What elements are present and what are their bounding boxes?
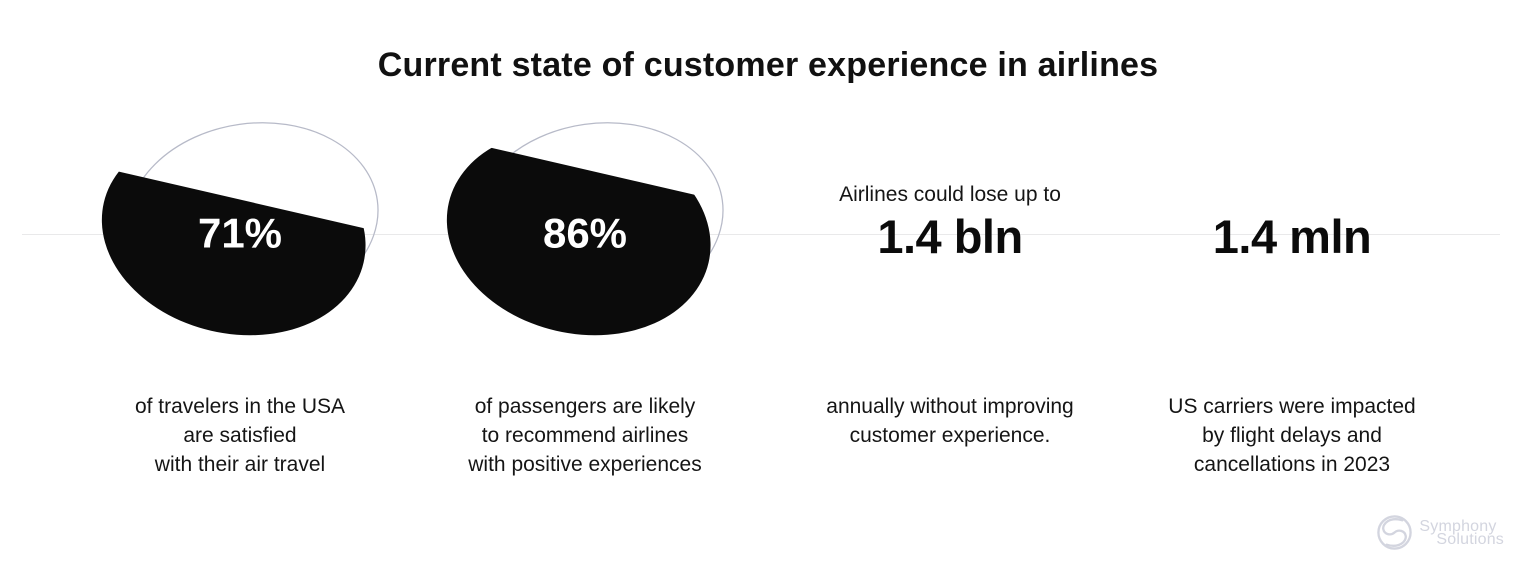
caption-line: annually without improving <box>826 395 1074 418</box>
page-title: Current state of customer experience in … <box>377 46 1159 84</box>
stat-value-mln: 1.4 mln <box>1212 210 1372 263</box>
caption-line: cancellations in 2023 <box>1193 453 1391 476</box>
gauge-71-value: 71% <box>198 209 282 256</box>
stat-caption-delays: US carriers were impacted by flight dela… <box>1127 392 1457 479</box>
company-logo: Symphony Solutions <box>1375 513 1504 552</box>
caption-line: are satisfied <box>183 424 297 447</box>
stat-column-recommend: 86% of passengers are likely to recommen… <box>420 0 750 576</box>
gauge-86-chart: 86% <box>446 122 724 336</box>
stat-intro-text: Airlines could lose up to <box>839 183 1061 206</box>
caption-line: US carriers were impacted <box>1168 395 1416 418</box>
caption-line: to recommend airlines <box>481 424 689 447</box>
stat-column-delays: 1.4 mln US carriers were impacted by fli… <box>1127 0 1457 576</box>
stat-caption-satisfied: of travelers in the USA are satisfied wi… <box>75 392 405 479</box>
caption-line: with their air travel <box>154 453 326 476</box>
stat-column-satisfied: 71% of travelers in the USA are satisfie… <box>75 0 405 576</box>
stat-value-bln: 1.4 bln <box>877 210 1023 263</box>
logo-line-2: Solutions <box>1436 530 1504 548</box>
gauge-86-value: 86% <box>543 209 627 256</box>
logo-line-1: Symphony <box>1419 517 1497 535</box>
caption-line: of passengers are likely <box>474 395 696 418</box>
caption-line: with positive experiences <box>468 453 702 476</box>
caption-line: by flight delays and <box>1202 424 1382 447</box>
divider-line <box>22 234 1500 235</box>
logo-wordmark: Symphony Solutions <box>1419 517 1504 548</box>
symphony-solutions-logo-icon <box>1377 515 1413 550</box>
stat-caption-recommend: of passengers are likely to recommend ai… <box>420 392 750 479</box>
caption-line: customer experience. <box>849 424 1051 447</box>
stat-column-loss: Airlines could lose up to 1.4 bln annual… <box>785 0 1115 576</box>
stat-caption-loss: annually without improving customer expe… <box>785 392 1115 450</box>
caption-line: of travelers in the USA <box>134 395 346 418</box>
gauge-71-chart: 71% <box>101 122 379 336</box>
